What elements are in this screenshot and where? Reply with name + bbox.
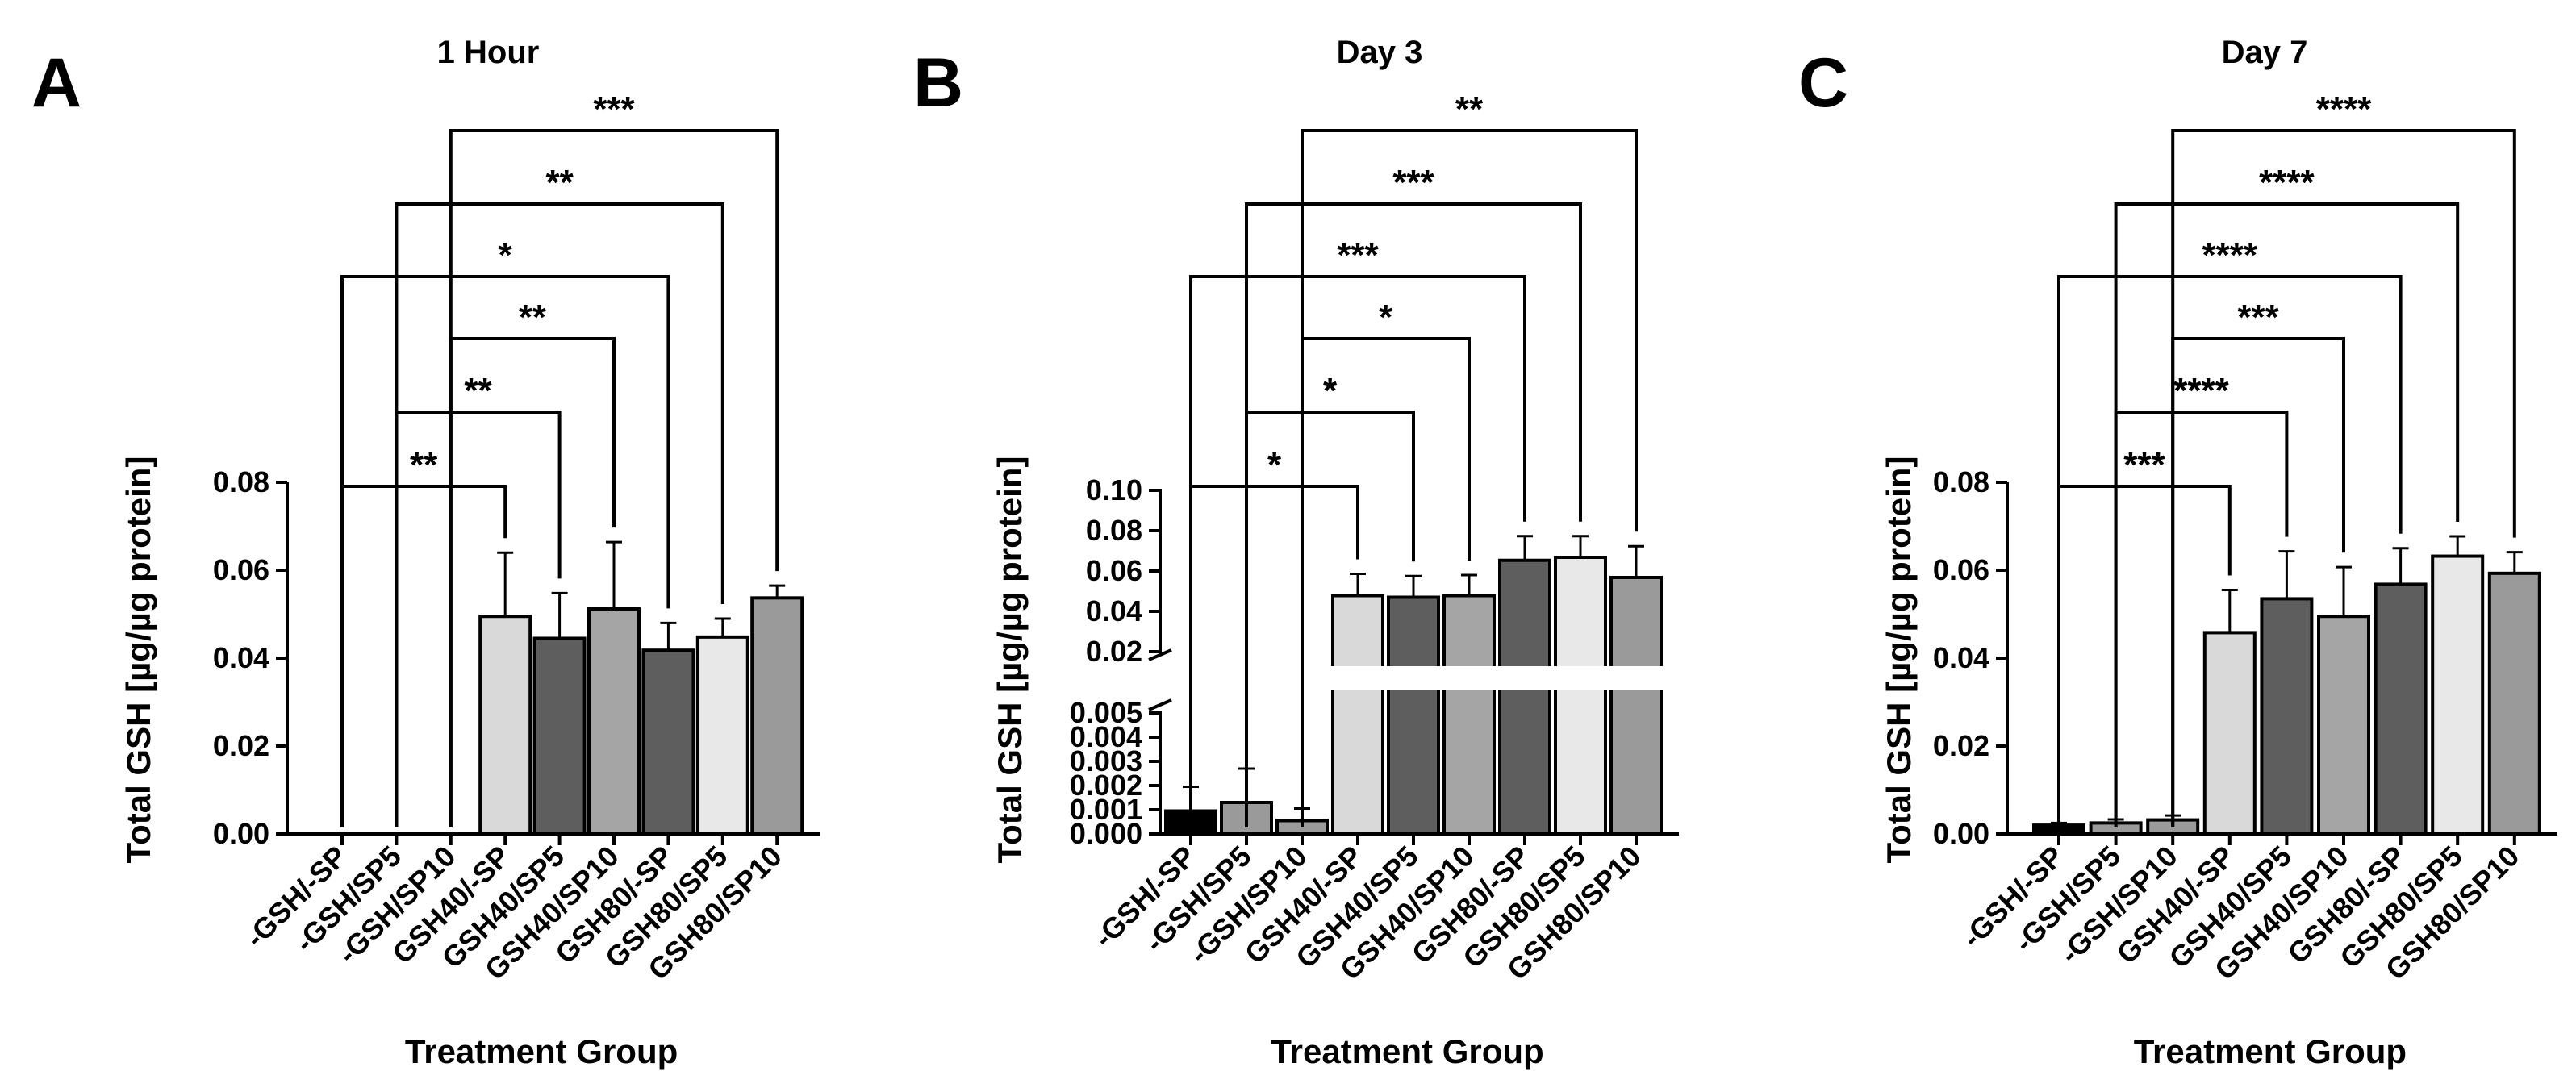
significance-label: * [1267,445,1282,485]
chart-title: Day 7 [2222,35,2308,70]
chart-title: Day 3 [1337,35,1423,70]
significance-label: *** [2237,298,2279,337]
y-axis-label: Total GSH [µg/µg protein] [119,456,157,864]
bar-GSH40/SP5 [1387,595,1440,836]
significance-bracket [1245,202,1582,827]
panel-label: C [1798,44,1848,122]
y-tick-label: 0.06 [213,553,269,586]
axis-break-mark [1148,648,1172,661]
bar-GSH40/SP10 [1442,594,1496,836]
significance-bracket [2171,129,2516,827]
significance-label: ** [464,371,492,411]
chart-title: 1 Hour [437,35,540,70]
x-axis-label: Treatment Group [405,1032,678,1070]
bar-GSH80/SP5 [1554,556,1607,836]
significance-label: *** [2123,445,2165,485]
bar-GSH40/SP5 [2260,597,2314,836]
bar-GSH40/-SP [2202,631,2257,836]
y-tick-label: 0.00 [1933,817,1989,850]
y-axis-label: Total GSH [µg/µg protein] [991,456,1029,864]
y-tick-label: 0.002 [1070,769,1142,802]
bar-GSH80/SP5 [2431,554,2485,836]
y-axis-label: Total GSH [µg/µg protein] [1880,456,1918,864]
significance-bracket [340,275,670,827]
significance-label: *** [593,90,635,129]
significance-label: ** [545,163,574,202]
bar-GSH80/SP5 [695,635,749,836]
y-tick-label: 0.02 [1933,729,1989,762]
significance-label: ** [519,298,547,337]
bar-GSH80/-SP [641,648,695,836]
y-tick-label: 0.04 [1086,594,1142,627]
significance-bracket [2114,202,2460,827]
x-axis-label: Treatment Group [2134,1032,2407,1070]
y-tick-label: 0.00 [213,817,269,850]
significance-label: **** [2259,163,2315,202]
bar-GSH40/SP10 [587,607,641,836]
y-tick-label: 0.08 [1086,514,1142,547]
significance-label: *** [1337,236,1379,275]
x-axis-label: Treatment Group [1271,1032,1543,1070]
y-tick-label: 0.02 [1086,635,1142,668]
y-tick-label: 0.04 [1933,641,1989,674]
bar-GSH80/SP10 [2487,571,2541,836]
axis-break-mark [1148,698,1172,711]
y-tick-label: 0.004 [1070,720,1142,753]
significance-label: **** [2173,371,2229,411]
significance-label: * [499,236,513,275]
y-tick-label: 0.08 [213,465,269,498]
y-tick-label: 0.005 [1070,696,1142,729]
bar-GSH80/-SP [1498,558,1551,836]
significance-bracket [449,129,779,827]
significance-label: *** [1392,163,1434,202]
y-tick-label: 0.02 [213,729,269,762]
bar-GSH40/-SP [1331,594,1384,836]
significance-label: ** [1455,90,1484,129]
y-tick-label: 0.10 [1086,473,1142,506]
y-tick-label: 0.001 [1070,793,1142,826]
y-tick-label: 0.06 [1086,554,1142,587]
significance-bracket [395,202,724,827]
bar-GSH40/-SP [478,615,532,836]
chart-panel-c: C Day 70.000.020.040.060.08-GSH/-SP-GSH/S… [1798,35,2557,1070]
bar-GSH80/SP10 [1609,576,1663,836]
significance-label: * [1323,371,1338,411]
significance-bracket [2057,275,2403,827]
y-tick-label: 0.08 [1933,465,1989,498]
bar-GSH40/SP5 [532,636,587,836]
panel-label: A [31,44,81,122]
bar-GSH80/-SP [2374,582,2428,836]
y-tick-label: 0.000 [1070,817,1142,850]
significance-label: ** [410,445,438,485]
significance-label: * [1379,298,1393,337]
panel-label: B [913,44,963,122]
axis-break-band [1165,666,1684,690]
significance-bracket [1189,275,1526,827]
bar-GSH40/SP10 [2317,615,2370,836]
y-tick-label: 0.06 [1933,553,1989,586]
bar-GSH80/SP10 [750,596,804,836]
y-tick-label: 0.003 [1070,744,1142,777]
significance-bracket [1301,129,1638,827]
significance-label: **** [2202,236,2258,275]
y-tick-label: 0.04 [213,641,269,674]
significance-label: **** [2316,90,2372,129]
